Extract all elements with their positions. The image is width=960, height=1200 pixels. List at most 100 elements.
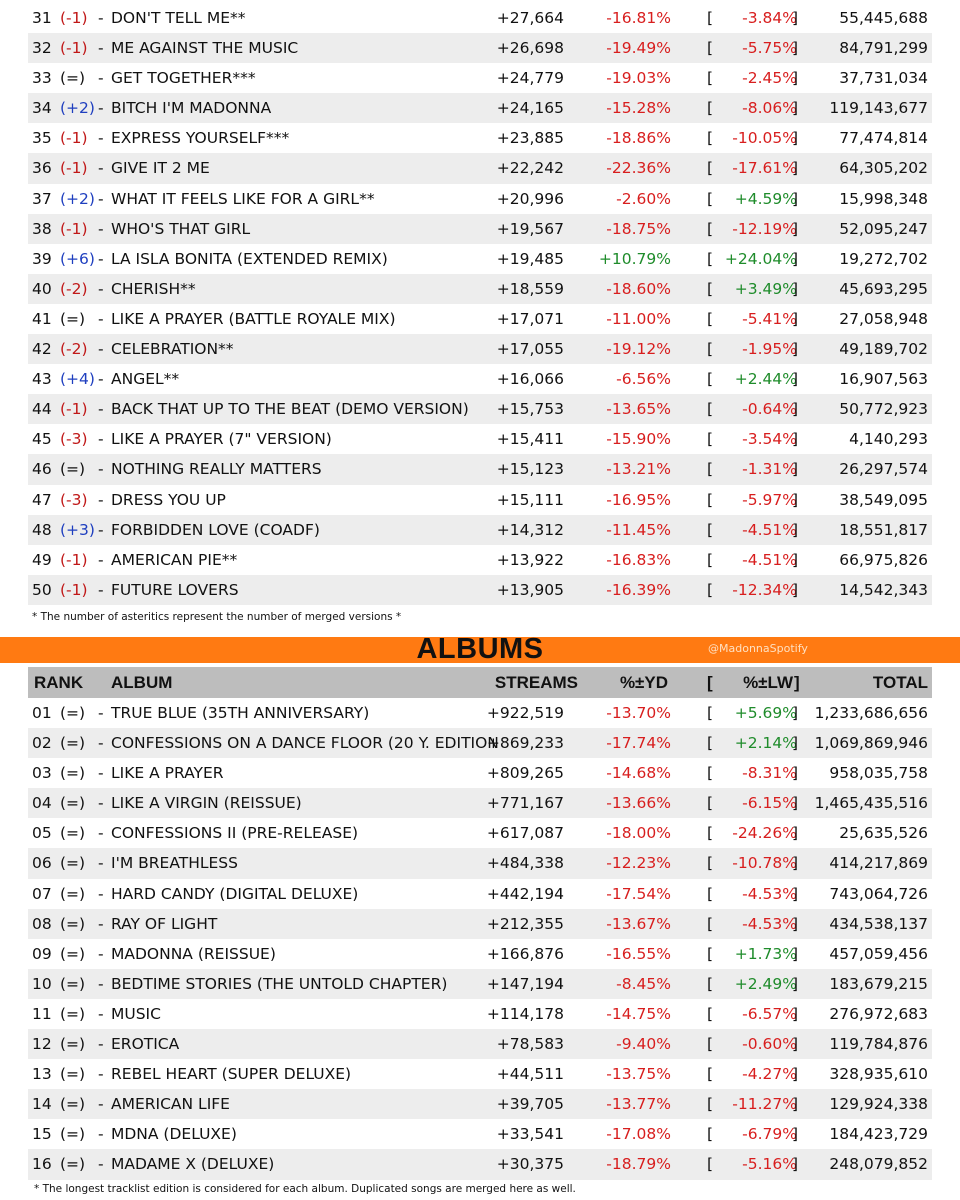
left-bracket: [ bbox=[707, 219, 714, 238]
right-bracket: ] bbox=[792, 249, 799, 268]
rank-number: 34 bbox=[32, 99, 52, 118]
rank-number: 10 bbox=[32, 974, 52, 993]
percent-vs-yesterday: -13.75% bbox=[606, 1065, 671, 1084]
percent-vs-yesterday: -13.77% bbox=[606, 1095, 671, 1114]
rank-number: 01 bbox=[32, 704, 52, 722]
left-bracket: [ bbox=[707, 189, 714, 208]
total-streams: 19,272,702 bbox=[839, 249, 928, 268]
right-bracket: ] bbox=[792, 764, 799, 783]
separator-dash: - bbox=[98, 794, 104, 813]
song-row: 36 (-1) - GIVE IT 2 ME +22,242 -22.36% [-17.61… bbox=[28, 153, 932, 184]
percent-vs-last-week: -6.15% bbox=[742, 794, 797, 813]
album-row: 03 (=) - LIKE A PRAYER +809,265 -14.68% [-8.31… bbox=[28, 758, 932, 788]
right-bracket: ] bbox=[792, 520, 799, 539]
separator-dash: - bbox=[98, 370, 104, 389]
rank-number: 35 bbox=[32, 129, 52, 148]
item-title: EROTICA bbox=[111, 1035, 180, 1054]
daily-streams: +15,111 bbox=[496, 490, 564, 509]
daily-streams: +19,567 bbox=[496, 219, 564, 238]
separator-dash: - bbox=[98, 129, 104, 148]
item-title: MADONNA (REISSUE) bbox=[111, 944, 276, 963]
album-row: 07 (=) - HARD CANDY (DIGITAL DELUXE) +442,19… bbox=[28, 879, 932, 909]
percent-vs-last-week: +4.59% bbox=[734, 189, 797, 208]
percent-vs-last-week: +2.49% bbox=[734, 974, 797, 993]
rank-number: 38 bbox=[32, 219, 52, 238]
daily-streams: +809,265 bbox=[486, 764, 564, 783]
rank-number: 08 bbox=[32, 914, 52, 933]
header-album: ALBUM bbox=[111, 673, 173, 692]
rank-number: 03 bbox=[32, 764, 52, 783]
rank-change: (=) bbox=[60, 884, 86, 903]
right-bracket: ] bbox=[792, 69, 799, 88]
rank-change: (=) bbox=[60, 1004, 86, 1023]
daily-streams: +78,583 bbox=[496, 1035, 564, 1054]
song-row: 49 (-1) - AMERICAN PIE** +13,922 -16.83% [-4.5… bbox=[28, 545, 932, 575]
percent-vs-last-week: +24.04% bbox=[724, 249, 797, 268]
separator-dash: - bbox=[98, 1125, 104, 1144]
rank-change: (=) bbox=[60, 1125, 86, 1144]
rank-change: (-1) bbox=[60, 550, 88, 569]
right-bracket: ] bbox=[792, 1155, 799, 1174]
daily-streams: +15,753 bbox=[496, 400, 564, 419]
percent-vs-last-week: -8.06% bbox=[742, 99, 797, 118]
item-title: FUTURE LOVERS bbox=[111, 580, 239, 599]
daily-streams: +24,779 bbox=[496, 69, 564, 88]
rank-number: 49 bbox=[32, 550, 52, 569]
separator-dash: - bbox=[98, 1095, 104, 1114]
separator-dash: - bbox=[98, 520, 104, 539]
rank-change: (+6) bbox=[60, 249, 95, 268]
item-title: REBEL HEART (SUPER DELUXE) bbox=[111, 1065, 352, 1084]
item-title: MDNA (DELUXE) bbox=[111, 1125, 237, 1144]
rank-change: (-1) bbox=[60, 219, 88, 238]
separator-dash: - bbox=[98, 69, 104, 88]
right-bracket: ] bbox=[792, 400, 799, 419]
percent-vs-last-week: -0.60% bbox=[742, 1035, 797, 1054]
left-bracket: [ bbox=[707, 884, 714, 903]
song-row: 41 (=) - LIKE A PRAYER (BATTLE ROYALE MIX) +… bbox=[28, 304, 932, 334]
rank-change: (-1) bbox=[60, 580, 88, 599]
percent-vs-yesterday: +10.79% bbox=[598, 249, 671, 268]
total-streams: 15,998,348 bbox=[839, 189, 928, 208]
right-bracket: ] bbox=[792, 460, 799, 479]
rank-change: (=) bbox=[60, 944, 86, 963]
left-bracket: [ bbox=[707, 914, 714, 933]
left-bracket: [ bbox=[707, 1125, 714, 1144]
song-row: 45 (-3) - LIKE A PRAYER (7" VERSION) +15,411… bbox=[28, 424, 932, 454]
percent-vs-last-week: +1.73% bbox=[734, 944, 797, 963]
daily-streams: +33,541 bbox=[496, 1125, 564, 1144]
item-title: TRUE BLUE (35TH ANNIVERSARY) bbox=[111, 704, 370, 722]
percent-vs-yesterday: -17.74% bbox=[606, 734, 671, 753]
rank-change: (=) bbox=[60, 734, 86, 753]
total-streams: 1,233,686,656 bbox=[814, 704, 928, 722]
rank-number: 07 bbox=[32, 884, 52, 903]
rank-change: (-2) bbox=[60, 340, 88, 359]
left-bracket: [ bbox=[707, 1155, 714, 1174]
left-bracket: [ bbox=[707, 974, 714, 993]
rank-change: (=) bbox=[60, 1035, 86, 1054]
separator-dash: - bbox=[98, 824, 104, 843]
left-bracket: [ bbox=[707, 734, 714, 753]
percent-vs-last-week: -1.31% bbox=[742, 460, 797, 479]
daily-streams: +18,559 bbox=[496, 279, 564, 298]
daily-streams: +442,194 bbox=[486, 884, 564, 903]
percent-vs-last-week: -4.53% bbox=[742, 884, 797, 903]
rank-number: 11 bbox=[32, 1004, 52, 1023]
album-row: 13 (=) - REBEL HEART (SUPER DELUXE) +44,511 -… bbox=[28, 1059, 932, 1089]
right-bracket: ] bbox=[792, 279, 799, 298]
rank-change: (-1) bbox=[60, 129, 88, 148]
header-total: TOTAL bbox=[872, 673, 928, 692]
rank-change: (=) bbox=[60, 914, 86, 933]
separator-dash: - bbox=[98, 460, 104, 479]
album-row: 05 (=) - CONFESSIONS II (PRE-RELEASE) +617,0… bbox=[28, 818, 932, 848]
separator-dash: - bbox=[98, 1065, 104, 1084]
daily-streams: +869,233 bbox=[486, 734, 564, 753]
right-bracket: ] bbox=[792, 944, 799, 963]
rank-number: 04 bbox=[32, 794, 52, 813]
item-title: LA ISLA BONITA (EXTENDED REMIX) bbox=[111, 249, 388, 268]
song-row: 48 (+3) - FORBIDDEN LOVE (COADF) +14,312 -11.… bbox=[28, 514, 932, 545]
song-row: 34 (+2) - BITCH I'M MADONNA +24,165 -15.28% [-… bbox=[28, 93, 932, 124]
percent-vs-yesterday: -13.67% bbox=[606, 914, 671, 933]
rank-number: 48 bbox=[32, 520, 52, 539]
percent-vs-yesterday: -14.68% bbox=[606, 764, 671, 783]
percent-vs-yesterday: -13.21% bbox=[606, 460, 671, 479]
